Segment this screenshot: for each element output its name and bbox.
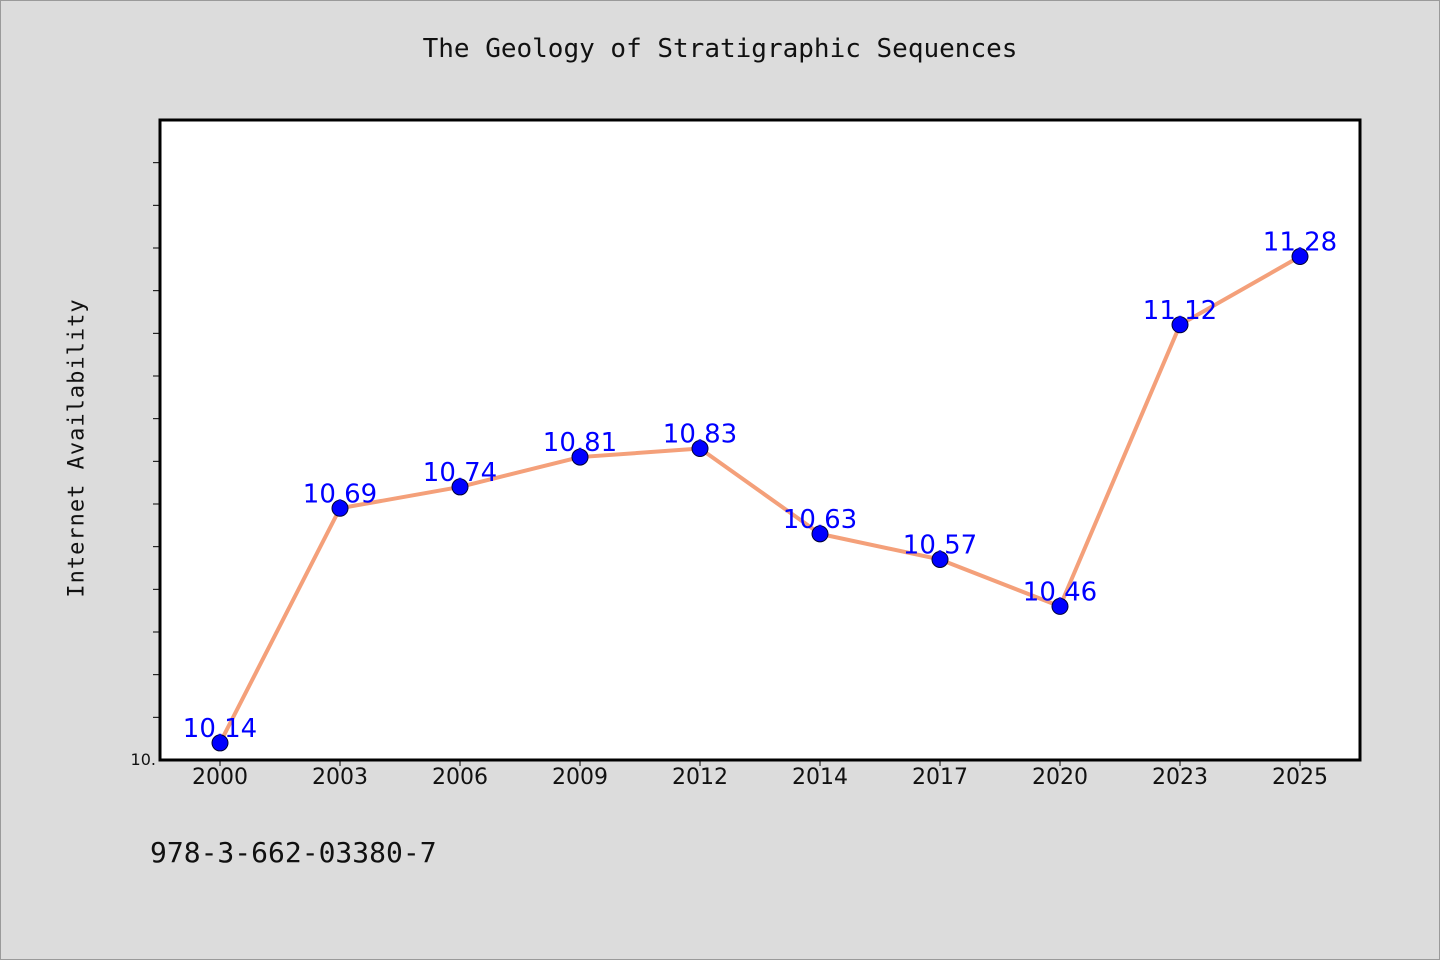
series-layer: 10.14 10.69 10.74 10.81 10.83 10.63 10.57 10.46… [183, 228, 1337, 752]
data-point [931, 550, 949, 568]
data-label: 10.57 [903, 530, 977, 560]
x-tick-label: 2000 [192, 765, 248, 790]
x-tick-label: 2012 [672, 765, 728, 790]
data-label: 10.46 [1023, 577, 1097, 607]
x-tick-label: 2009 [552, 765, 608, 790]
data-label: 11.12 [1143, 296, 1217, 326]
y-tick-label: 10. [131, 750, 156, 769]
series-line [218, 254, 1301, 744]
data-point [1171, 316, 1189, 334]
x-tick-label: 2025 [1272, 765, 1328, 790]
x-tick-label: 2006 [432, 765, 488, 790]
data-label: 10.74 [423, 458, 497, 488]
data-label: 10.69 [303, 479, 377, 509]
data-label: 10.83 [663, 420, 737, 450]
chart-title: The Geology of Stratigraphic Sequences [422, 34, 1018, 64]
data-label: 10.14 [183, 714, 257, 744]
data-point [1051, 597, 1069, 615]
data-point [691, 440, 709, 458]
isbn-text: 978-3-662-03380-7 [150, 836, 437, 869]
data-label: 11.28 [1263, 228, 1337, 258]
data-point [331, 499, 349, 517]
x-tick-label: 2017 [912, 765, 968, 790]
data-label: 10.63 [783, 505, 857, 535]
x-tick-label: 2023 [1152, 765, 1208, 790]
data-point [571, 448, 589, 466]
x-tick-label: 2003 [312, 765, 368, 790]
data-point [211, 734, 229, 752]
x-tick-label: 2014 [792, 765, 848, 790]
data-point [811, 525, 829, 543]
plot-area [158, 118, 1362, 762]
x-tick-label: 2020 [1032, 765, 1088, 790]
data-point [451, 478, 469, 496]
data-point [1291, 248, 1309, 266]
axis-ticks: 10. 2000 2003 2006 2009 2012 2014 2017 2020 2023 2… [131, 162, 1328, 790]
data-label: 10.81 [543, 428, 617, 458]
